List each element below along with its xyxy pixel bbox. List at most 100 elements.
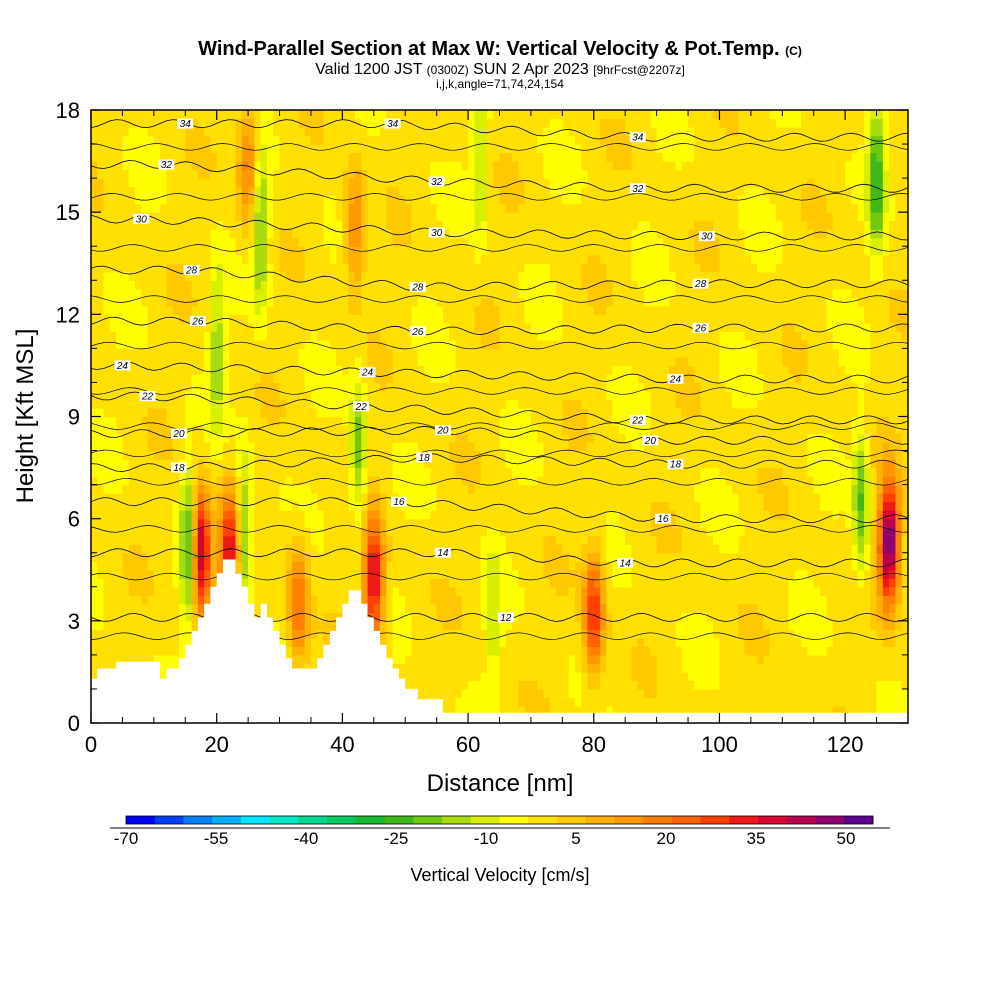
copyright-mark: (C) <box>785 44 802 58</box>
velocity-cell <box>153 237 161 247</box>
velocity-cell <box>342 229 350 239</box>
velocity-cell <box>254 144 262 154</box>
velocity-cell <box>455 314 463 324</box>
velocity-cell <box>380 510 387 520</box>
velocity-cell <box>317 178 325 188</box>
velocity-cell <box>405 425 413 435</box>
velocity-cell <box>486 110 494 120</box>
velocity-cell <box>512 356 519 367</box>
velocity-cell <box>461 705 469 716</box>
velocity-cell <box>134 229 142 239</box>
velocity-cell <box>505 212 513 222</box>
velocity-cell <box>292 484 299 494</box>
velocity-cell <box>304 390 312 401</box>
velocity-cell <box>436 620 444 630</box>
velocity-cell <box>273 314 281 324</box>
velocity-cell <box>103 518 111 528</box>
velocity-cell <box>160 629 168 639</box>
velocity-cell <box>153 152 161 162</box>
velocity-cell <box>505 220 513 230</box>
velocity-cell <box>191 110 199 120</box>
velocity-cell <box>304 110 312 120</box>
velocity-cell <box>405 229 413 239</box>
velocity-cell <box>455 331 463 341</box>
velocity-cell <box>424 195 431 205</box>
velocity-cell <box>417 467 425 477</box>
velocity-cell <box>298 561 306 571</box>
velocity-cell <box>336 484 343 494</box>
velocity-cell <box>480 680 488 690</box>
velocity-cell <box>524 654 532 664</box>
velocity-cell <box>103 118 111 128</box>
velocity-cell <box>474 680 482 690</box>
velocity-cell <box>323 178 331 188</box>
velocity-cell <box>204 263 211 273</box>
velocity-cell <box>480 578 488 588</box>
velocity-cell <box>103 152 111 162</box>
velocity-cell <box>241 365 249 375</box>
velocity-cell <box>367 305 375 315</box>
velocity-cell <box>329 186 337 196</box>
velocity-cell <box>160 186 168 196</box>
velocity-cell <box>486 161 494 171</box>
velocity-cell <box>310 314 318 324</box>
velocity-cell <box>480 407 488 418</box>
velocity-cell <box>455 586 463 596</box>
velocity-cell <box>493 569 501 579</box>
velocity-cell <box>329 212 337 222</box>
velocity-cell <box>235 450 243 460</box>
velocity-cell <box>361 246 369 256</box>
velocity-cell <box>298 314 306 324</box>
velocity-cell <box>128 527 136 537</box>
velocity-cell <box>480 493 488 503</box>
velocity-cell <box>398 535 406 545</box>
velocity-cell <box>273 467 281 477</box>
velocity-cell <box>172 484 180 494</box>
velocity-cell <box>436 535 444 545</box>
velocity-cell <box>518 637 526 647</box>
velocity-cell <box>398 433 406 443</box>
velocity-cell <box>518 569 526 579</box>
velocity-cell <box>417 476 425 486</box>
velocity-cell <box>348 399 356 409</box>
velocity-cell <box>254 169 262 179</box>
velocity-cell <box>505 288 513 298</box>
velocity-cell <box>210 442 218 452</box>
velocity-cell <box>411 552 419 562</box>
velocity-cell <box>273 603 281 613</box>
velocity-cell <box>348 552 356 562</box>
velocity-cell <box>285 603 293 613</box>
velocity-cell <box>273 527 281 537</box>
velocity-cell <box>204 322 211 332</box>
velocity-cell <box>260 442 268 452</box>
velocity-cell <box>518 654 526 664</box>
velocity-cell <box>480 467 488 477</box>
velocity-cell <box>367 459 375 469</box>
velocity-cell <box>241 373 249 384</box>
velocity-cell <box>380 637 387 647</box>
velocity-cell <box>417 484 425 494</box>
velocity-cell <box>241 535 249 545</box>
velocity-cell <box>279 484 287 494</box>
velocity-cell <box>367 510 375 520</box>
velocity-cell <box>317 493 325 503</box>
velocity-cell <box>329 348 337 358</box>
velocity-cell <box>336 271 343 281</box>
velocity-cell <box>185 144 193 154</box>
velocity-cell <box>392 195 400 205</box>
velocity-cell <box>248 339 255 349</box>
velocity-cell <box>493 501 501 511</box>
velocity-cell <box>455 356 463 367</box>
velocity-cell <box>266 552 274 562</box>
velocity-cell <box>449 493 457 503</box>
velocity-cell <box>512 688 519 699</box>
velocity-cell <box>455 297 463 307</box>
velocity-cell <box>204 254 211 264</box>
velocity-cell <box>512 382 519 392</box>
velocity-cell <box>480 254 488 264</box>
velocity-cell <box>417 339 425 349</box>
velocity-cell <box>329 382 337 392</box>
velocity-cell <box>191 442 199 452</box>
velocity-cell <box>373 416 381 426</box>
velocity-cell <box>273 407 281 418</box>
